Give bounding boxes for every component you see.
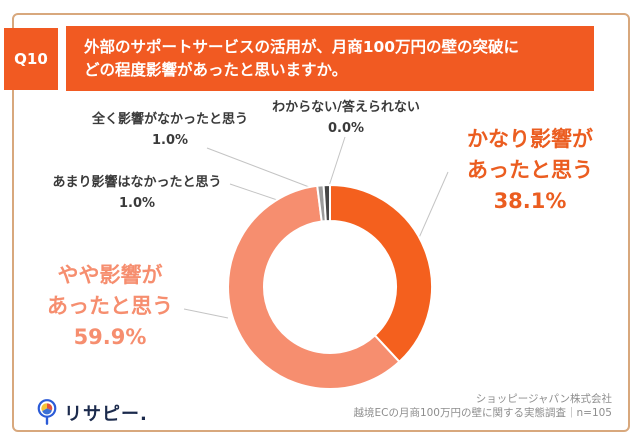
callout-wakaranai-value: 0.0% [327,121,365,136]
leader-line [206,147,318,191]
callout-kanari: かなり影響が あったと思う 38.1% [467,124,593,217]
source-credits: ショッピージャパン株式会社 越境ECの月商100万円の壁に関する実態調査｜n=1… [353,393,612,420]
donut-segment-1 [227,184,401,390]
question-title-line1: 外部のサポートサービスの活用が、月商100万円の壁の突破に [84,38,520,56]
callout-kanari-label-line2: あったと思う [467,158,593,182]
question-number-label: Q10 [14,50,48,68]
callout-wakaranai-label: わからない/答えられない [272,100,420,115]
callout-mattaku-label: 全く影響がなかったと思う [91,112,249,127]
callout-kanari-value: 38.1% [493,189,567,213]
logo: リサピー. [36,398,148,428]
callout-mattaku-value: 1.0% [151,133,189,148]
magnifier-pie-logo-icon [37,399,57,425]
callout-yaya: やや影響が あったと思う 59.9% [47,260,173,353]
callout-kanari-label-line1: かなり影響が [467,127,593,151]
callout-amari-label: あまり影響はなかったと思う [52,175,222,190]
leader-line [183,308,229,319]
leader-line [328,136,346,187]
callout-yaya-label-line2: あったと思う [47,294,173,318]
callout-mattaku: 全く影響がなかったと思う 1.0% [92,109,248,151]
credit-survey: 越境ECの月商100万円の壁に関する実態調査｜n=105 [353,406,612,419]
callout-yaya-value: 59.9% [73,325,147,349]
question-number-badge: Q10 [4,28,58,90]
question-title-line2: どの程度影響があったと思いますか。 [84,61,348,79]
donut-segment-0 [329,183,433,364]
credit-company: ショッピージャパン株式会社 [475,393,612,405]
callout-yaya-label-line1: やや影響が [57,263,163,287]
callout-amari: あまり影響はなかったと思う 1.0% [52,172,221,214]
callout-amari-value: 1.0% [118,196,156,211]
donut-segment-3 [322,183,331,223]
logo-text: リサピー. [64,404,148,425]
question-title: 外部のサポートサービスの活用が、月商100万円の壁の突破に どの程度影響があった… [66,26,594,91]
callout-wakaranai: わからない/答えられない 0.0% [272,97,420,139]
